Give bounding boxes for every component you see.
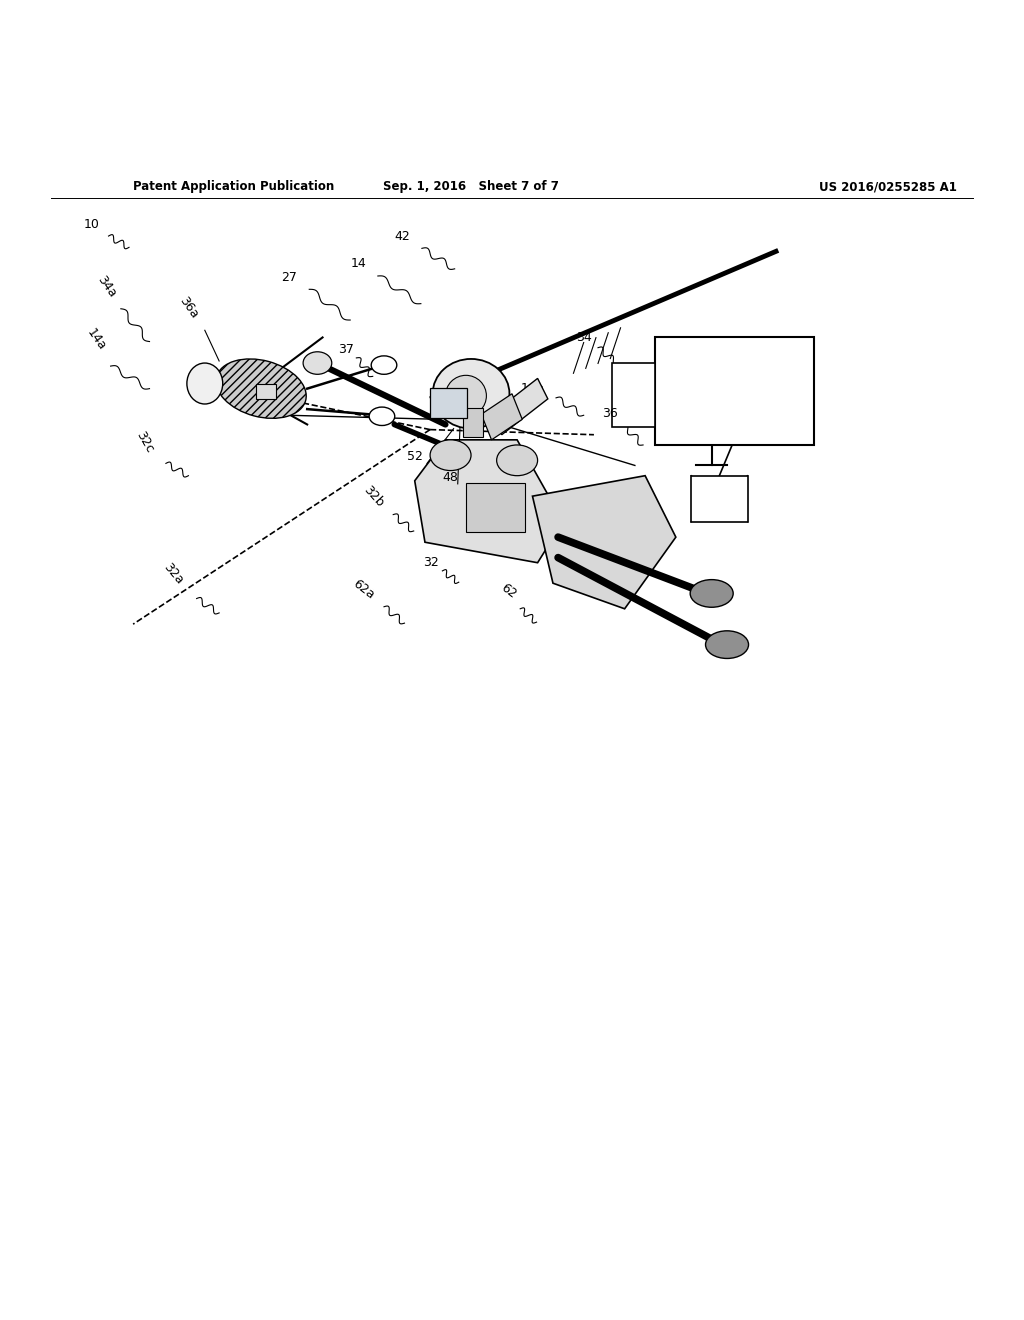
Ellipse shape bbox=[216, 359, 306, 418]
Text: 32b: 32b bbox=[360, 483, 386, 510]
Text: 62a: 62a bbox=[350, 577, 377, 602]
Text: FIG. 7: FIG. 7 bbox=[716, 425, 779, 445]
Text: 27: 27 bbox=[282, 271, 298, 284]
Ellipse shape bbox=[369, 407, 395, 425]
Text: 32: 32 bbox=[423, 556, 438, 569]
Text: 37: 37 bbox=[338, 343, 354, 356]
Bar bbox=[612, 363, 655, 426]
Text: 36a: 36a bbox=[176, 294, 201, 321]
Polygon shape bbox=[481, 393, 522, 440]
FancyBboxPatch shape bbox=[430, 388, 467, 418]
Text: 14b: 14b bbox=[520, 381, 544, 395]
Text: 48: 48 bbox=[442, 471, 459, 484]
FancyBboxPatch shape bbox=[256, 384, 276, 399]
Ellipse shape bbox=[371, 356, 397, 375]
Bar bbox=[655, 338, 814, 445]
Text: Patent Application Publication: Patent Application Publication bbox=[133, 181, 335, 194]
Bar bbox=[691, 475, 748, 521]
Text: 32a: 32a bbox=[161, 561, 185, 587]
Text: 32c: 32c bbox=[133, 429, 156, 455]
Text: 36: 36 bbox=[602, 408, 617, 420]
Text: US 2016/0255285 A1: US 2016/0255285 A1 bbox=[819, 181, 957, 194]
Ellipse shape bbox=[186, 363, 223, 404]
Polygon shape bbox=[415, 440, 563, 562]
Ellipse shape bbox=[706, 631, 749, 659]
Text: 52: 52 bbox=[407, 450, 423, 463]
Ellipse shape bbox=[690, 579, 733, 607]
Ellipse shape bbox=[303, 351, 332, 375]
Ellipse shape bbox=[497, 445, 538, 475]
Text: 42: 42 bbox=[394, 230, 410, 243]
Polygon shape bbox=[532, 475, 676, 609]
Text: 34a: 34a bbox=[94, 273, 119, 300]
Text: 10: 10 bbox=[84, 218, 100, 231]
Ellipse shape bbox=[445, 375, 486, 416]
Polygon shape bbox=[492, 379, 548, 434]
Text: 34: 34 bbox=[577, 330, 592, 343]
Text: 14a: 14a bbox=[84, 326, 109, 352]
Bar bbox=[463, 408, 483, 437]
Text: Sep. 1, 2016   Sheet 7 of 7: Sep. 1, 2016 Sheet 7 of 7 bbox=[383, 181, 559, 194]
Text: 62: 62 bbox=[499, 582, 519, 602]
Bar bbox=[466, 483, 525, 532]
Ellipse shape bbox=[432, 359, 510, 429]
Text: 14: 14 bbox=[350, 257, 366, 269]
Ellipse shape bbox=[430, 440, 471, 470]
